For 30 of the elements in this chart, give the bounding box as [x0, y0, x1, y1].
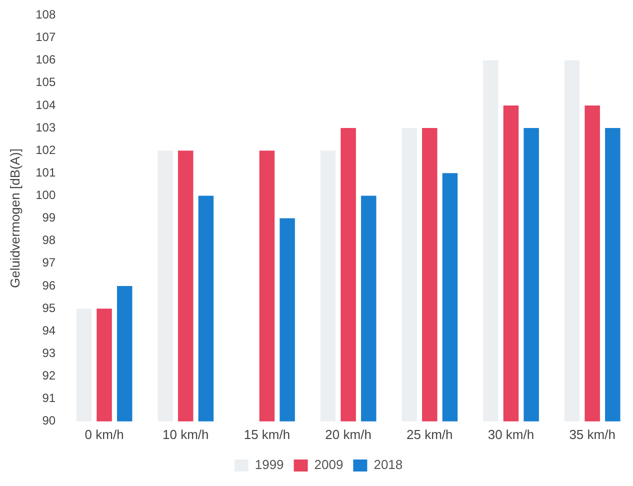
y-tick-label: 96 [42, 278, 56, 292]
x-tick-label: 25 km/h [406, 426, 453, 442]
x-tick-label: 15 km/h [244, 426, 290, 442]
y-tick-label: 102 [36, 142, 56, 157]
y-tick-label: 100 [36, 188, 56, 202]
y-tick-label: 97 [42, 256, 56, 270]
x-tick-label: 10 km/h [162, 426, 209, 442]
y-tick-label: 101 [36, 165, 56, 180]
y-tick-label: 94 [42, 323, 56, 338]
y-tick-label: 108 [36, 8, 56, 22]
y-tick-label: 107 [36, 30, 56, 44]
y-tick-label: 106 [36, 52, 56, 67]
y-tick-label: 93 [42, 346, 56, 360]
legend-label: 2009 [314, 457, 344, 472]
x-tick-label: 0 km/h [84, 426, 124, 442]
y-tick-label: 92 [42, 368, 56, 383]
x-tick-label: 20 km/h [325, 426, 372, 442]
y-tick-label: 91 [42, 391, 56, 406]
x-tick-label: 30 km/h [488, 426, 534, 442]
y-tick-label: 90 [42, 414, 56, 428]
y-tick-label: 105 [36, 75, 56, 90]
legend-label: 2018 [374, 457, 403, 472]
y-tick-label: 103 [36, 120, 56, 134]
y-axis-title: Geluidvermogen [dB(A)] [7, 148, 22, 288]
y-tick-label: 99 [42, 210, 56, 225]
y-tick-label: 98 [42, 233, 56, 248]
legend-label: 1999 [254, 457, 284, 472]
y-tick-label: 95 [42, 300, 56, 315]
x-tick-label: 35 km/h [569, 426, 616, 442]
y-tick-label: 104 [36, 98, 56, 112]
